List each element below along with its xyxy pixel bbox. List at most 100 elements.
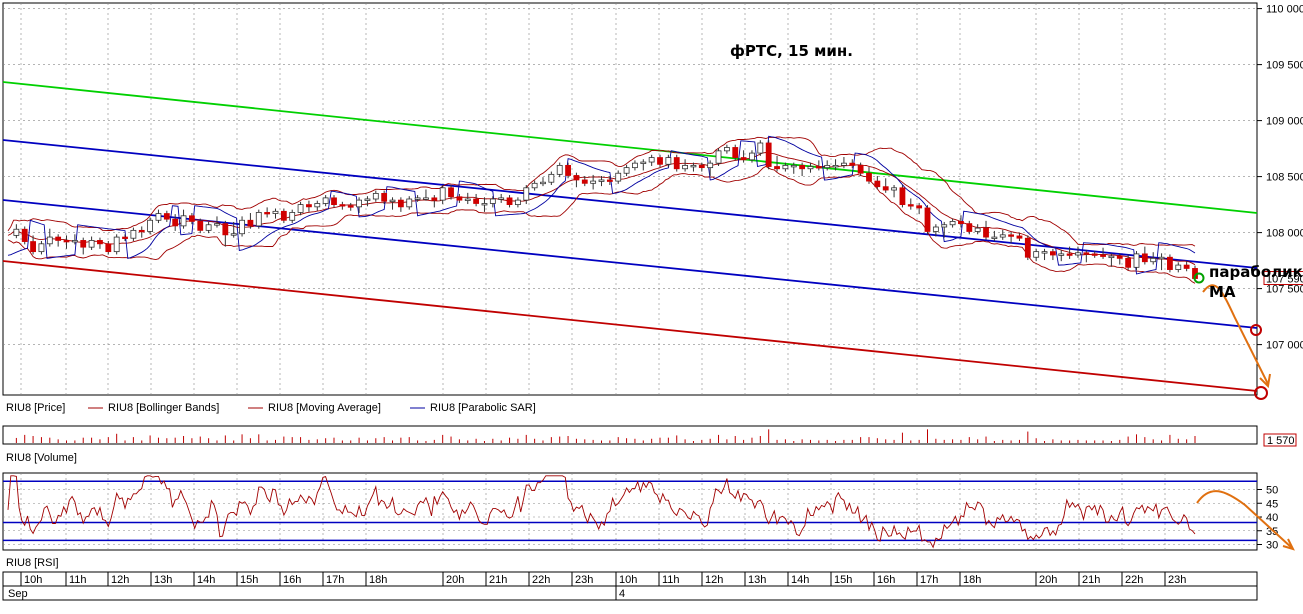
bollinger-lower: [7, 165, 1196, 284]
candle-body: [222, 223, 229, 236]
rsi-panel: [2, 472, 1258, 551]
time-tick-label: 20h: [1039, 574, 1057, 586]
candle-body: [264, 212, 271, 215]
candle-body: [97, 240, 103, 245]
time-tick-label: 12h: [111, 574, 129, 586]
time-tick-label: 17h: [326, 574, 344, 586]
candle-body: [657, 157, 663, 165]
price-panel: [2, 2, 1258, 396]
candle-body: [239, 219, 245, 235]
rsi-tick-label: 40: [1266, 512, 1278, 524]
volume-panel-label: RIU8 [Volume]: [6, 452, 77, 464]
candle-body: [882, 186, 889, 191]
candle-body: [548, 173, 555, 183]
candle-body: [999, 234, 1006, 238]
price-tick-label: 110 000: [1266, 4, 1303, 16]
candles: [13, 140, 1198, 282]
candle-body: [71, 240, 78, 243]
candle-body: [1150, 257, 1157, 263]
trend-line-red: [2, 260, 1258, 392]
price-tick-label: 108 500: [1266, 172, 1303, 184]
candle-body: [280, 210, 287, 221]
candle-body: [189, 215, 195, 222]
price-grid: [3, 3, 1257, 395]
forecast-arrow-rsi-head: [1282, 538, 1295, 551]
parabolic-sar: [7, 135, 1196, 275]
candle-body: [13, 228, 20, 236]
candle-body: [1075, 252, 1081, 256]
candle-body: [38, 243, 45, 253]
candle-body: [105, 243, 112, 253]
time-tick-label: 10h: [24, 574, 42, 586]
candle-body: [682, 164, 688, 170]
candle-body: [498, 197, 505, 200]
candle-body: [598, 179, 605, 182]
candle-body: [448, 187, 454, 198]
candle-body: [431, 197, 438, 201]
time-tick-label: 22h: [532, 574, 550, 586]
time-tick-label: 14h: [791, 574, 809, 586]
candle-body: [757, 142, 764, 154]
price-tick-label: 108 000: [1266, 228, 1303, 240]
bollinger-upper: [7, 136, 1196, 247]
candle-body: [88, 240, 95, 248]
candle-body: [715, 150, 722, 164]
forecast-arrow-rsi: [1196, 490, 1293, 549]
candle-body: [991, 236, 998, 239]
month-label: Sep: [8, 588, 28, 600]
candle-body: [606, 179, 613, 182]
candle-body: [941, 224, 948, 228]
candle-body: [983, 227, 989, 238]
candle-body: [949, 220, 956, 226]
volume-label-box: [1263, 433, 1297, 447]
candle-body: [1183, 264, 1190, 269]
candle-body: [565, 164, 571, 176]
candle-body: [698, 164, 705, 169]
trend-line-green: [2, 81, 1258, 214]
volume-bars: [15, 429, 1196, 443]
rsi-tick-label: 50: [1266, 485, 1278, 497]
candle-body: [640, 161, 647, 164]
candle-body: [1116, 255, 1123, 259]
legend: RIU8 [Price] RIU8 [Bollinger Bands] RIU8…: [6, 402, 536, 414]
candle-body: [80, 240, 87, 248]
candle-body: [63, 240, 70, 243]
candle-body: [1091, 253, 1098, 256]
volume-value: 1 570: [1267, 435, 1295, 447]
time-axis-labels: 10h 11h 12h 13h 14h 15h 16h 17h 18h 20h 21h 22h 23h 1…: [20, 572, 1186, 586]
time-tick-label: 21h: [489, 574, 507, 586]
candle-body: [523, 187, 530, 201]
candle-body: [832, 164, 839, 168]
candle-body: [364, 198, 371, 201]
annotation-parabolic: параболик: [1209, 263, 1303, 281]
time-tick-label: 16h: [283, 574, 301, 586]
time-tick-label: 23h: [575, 574, 593, 586]
time-tick-label: 13h: [154, 574, 172, 586]
candle-body: [406, 198, 413, 208]
candle-body: [456, 196, 463, 201]
candle-body: [615, 172, 622, 182]
candle-body: [690, 164, 697, 168]
green-marker: [1193, 272, 1205, 284]
candle-body: [1141, 253, 1148, 263]
red-marker-upper: [1250, 324, 1262, 336]
candle-body: [807, 166, 814, 170]
candle-body: [172, 218, 179, 227]
candle-body: [473, 198, 480, 204]
candle-body: [815, 166, 822, 169]
candle-body: [1024, 237, 1031, 258]
chart-title: фРТС, 15 мин.: [730, 42, 853, 60]
candle-body: [1108, 255, 1115, 259]
legend-ma: RIU8 [Moving Average]: [268, 402, 381, 414]
time-tick-label: 17h: [920, 574, 938, 586]
parabolic-sar-line: [7, 135, 1196, 275]
candle-body: [163, 213, 170, 220]
volume-panel: [2, 425, 1258, 445]
last-price-box: [1263, 271, 1303, 286]
candle-body: [180, 215, 187, 227]
candle-body: [515, 199, 521, 205]
time-tick-label: 15h: [240, 574, 258, 586]
candle-body: [874, 180, 881, 188]
candle-body: [573, 175, 580, 181]
